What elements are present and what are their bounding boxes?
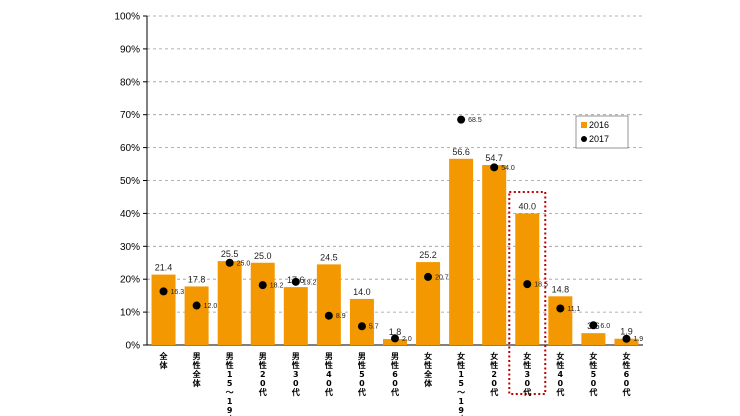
dot — [324, 311, 333, 320]
dot-value-label: 68.5 — [468, 117, 482, 124]
dot — [556, 304, 565, 313]
bar — [515, 213, 540, 345]
dot-value-label: 25.0 — [237, 260, 251, 267]
legend-label-2017: 2017 — [589, 134, 609, 144]
dot — [192, 301, 201, 310]
bar-value-label: 25.2 — [419, 250, 437, 260]
dot — [457, 115, 466, 124]
bar-value-label: 1.9 — [620, 327, 633, 337]
x-tick-label: 女性全体 — [423, 351, 433, 388]
dot-labels-2017: 16.3 12.0 25.0 18.2 19.2 8.9 5.7 2.0 20.7 68.5 54.… — [171, 117, 644, 343]
bar-value-label: 24.5 — [320, 252, 338, 262]
legend: 2016 2017 — [575, 115, 629, 149]
x-tick-label: 男性 5 0 代 — [357, 352, 366, 397]
bar-value-label: 1.8 — [389, 327, 402, 337]
bar — [449, 158, 474, 345]
bar-value-label: 25.0 — [254, 251, 272, 261]
dot-value-label: 16.3 — [171, 289, 185, 296]
dot-value-label: 19.2 — [303, 279, 317, 286]
x-tick-label: 男性全体 — [192, 352, 202, 388]
y-tick-label: 100% — [114, 12, 140, 23]
bar-value-label: 54.7 — [485, 153, 503, 163]
dot — [424, 272, 433, 281]
bar — [581, 333, 606, 345]
bar-value-label: 25.5 — [221, 249, 239, 259]
dot — [159, 287, 168, 296]
x-tick-label: 女性 4 0 代 — [555, 351, 564, 397]
dot-value-label: 18.2 — [270, 283, 284, 290]
bar-value-label: 14.0 — [353, 287, 371, 297]
y-grid — [147, 15, 643, 313]
x-tick-label: 男性 4 0 代 — [324, 352, 333, 397]
dot — [490, 163, 499, 172]
bar — [316, 264, 341, 345]
legend-swatch-2016 — [581, 122, 587, 128]
y-tick-label: 40% — [120, 209, 140, 220]
dot-value-label: 18.5 — [534, 282, 548, 289]
x-tick-label: 女性 2 0 代 — [489, 351, 498, 397]
dot-value-label: 2.0 — [402, 336, 412, 343]
y-tick-label: 10% — [120, 308, 140, 319]
dot — [225, 258, 234, 267]
bar-value-label: 40.0 — [519, 201, 537, 211]
bar — [283, 287, 308, 345]
dot — [622, 334, 631, 343]
bar — [349, 298, 374, 345]
legend-box — [575, 115, 629, 149]
y-tick-label: 60% — [120, 143, 140, 154]
bar — [250, 262, 275, 345]
highlight-rect — [508, 191, 547, 395]
legend-swatch-2017 — [581, 136, 587, 142]
bar — [548, 296, 573, 345]
x-tick-label: 男性 2 0 代 — [258, 352, 267, 397]
bar-value-label: 21.4 — [155, 263, 173, 273]
bar-value-label: 56.6 — [452, 147, 470, 157]
dot-value-label: 54.0 — [501, 165, 515, 172]
dot-value-label: 11.1 — [567, 306, 580, 313]
dot — [589, 321, 598, 330]
bar-value-label: 14.8 — [552, 284, 570, 294]
dot-value-label: 20.7 — [435, 274, 449, 281]
bar — [482, 165, 507, 345]
bar — [184, 286, 209, 345]
bar-series-2016 — [151, 158, 639, 345]
dot-value-label: 12.0 — [204, 303, 218, 310]
dot — [258, 281, 267, 290]
dot-series-2017 — [159, 115, 631, 343]
dot — [357, 322, 366, 331]
bar — [151, 274, 176, 345]
dot-value-label: 1.9 — [633, 336, 643, 343]
bar-value-label: 17.8 — [188, 274, 206, 284]
x-tick-label: 男性 6 0 代 — [390, 352, 399, 397]
y-tick-label: 50% — [120, 176, 140, 187]
x-tick-label: 男性 3 0 代 — [291, 352, 300, 397]
highlight-box — [508, 191, 547, 395]
dot-value-label: 5.7 — [369, 324, 379, 331]
bar — [217, 261, 242, 345]
dot — [523, 280, 532, 289]
y-tick-label: 0% — [126, 341, 141, 352]
y-tick-label: 20% — [120, 275, 140, 286]
y-tick-label: 90% — [120, 44, 140, 55]
x-tick-label: 女性 3 0 代 — [522, 351, 531, 397]
y-tick-label: 70% — [120, 110, 140, 121]
bar-labels-2016: 21.417.825.525.017.624.514.01.825.256.65… — [155, 147, 633, 337]
y-axis: 0% 10% 20% 30% 40% 50% 60% 70% 80% 90% 100% — [114, 12, 643, 352]
legend-label-2016: 2016 — [589, 120, 609, 130]
x-tick-label: 全体 — [159, 351, 169, 370]
dot — [391, 334, 399, 343]
x-tick-label: 女性 6 0 代 — [621, 351, 630, 397]
y-tick-label: 30% — [120, 242, 140, 253]
dot-value-label: 8.9 — [336, 313, 346, 320]
x-tick-label: 女性 5 0 代 — [588, 351, 597, 397]
dot — [291, 277, 300, 286]
y-tick-label: 80% — [120, 77, 140, 88]
dot-value-label: 6.0 — [600, 323, 610, 330]
